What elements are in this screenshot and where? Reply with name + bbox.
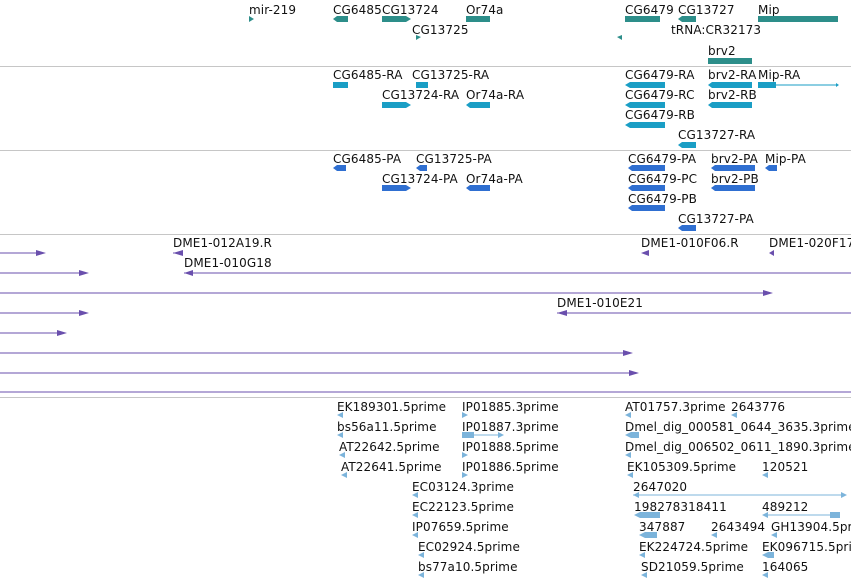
transcript-label[interactable]: CG6485-RA xyxy=(333,68,403,82)
est-label[interactable]: bs77a10.5prime xyxy=(418,560,518,574)
transcript-label[interactable]: Or74a-RA xyxy=(466,88,525,102)
protein-label[interactable]: CG6485-PA xyxy=(333,152,402,166)
est-label[interactable]: 120521 xyxy=(762,460,809,474)
gene-label[interactable]: mir-219 xyxy=(249,3,297,17)
est-label[interactable]: 2647020 xyxy=(633,480,688,494)
est-label[interactable]: IP07659.5prime xyxy=(412,520,509,534)
bac-clone-label[interactable]: DME1-012A19.R xyxy=(173,236,272,250)
track-divider xyxy=(0,234,851,235)
bac-clone-label[interactable]: DME1-010G18 xyxy=(184,256,272,270)
gene-label[interactable]: CG6485 xyxy=(333,3,382,17)
transcript-track: CG6485-RA CG13725-RA CG6479-RA brv2-RA M… xyxy=(0,67,851,150)
bac-clone-track: DME1-012A19.R DME1-010F06.R DME1-020F17 … xyxy=(0,235,851,395)
gene-label[interactable]: Mip xyxy=(758,3,780,17)
protein-label[interactable]: CG13724-PA xyxy=(382,172,458,186)
est-label[interactable]: IP01886.5prime xyxy=(462,460,559,474)
bac-clone-glyphs[interactable] xyxy=(0,235,851,395)
transcript-label[interactable]: CG6479-RC xyxy=(625,88,695,102)
est-label[interactable]: AT01757.3prime xyxy=(625,400,726,414)
transcript-label[interactable]: brv2-RA xyxy=(708,68,757,82)
est-label[interactable]: IP01885.3prime xyxy=(462,400,559,414)
protein-label[interactable]: Or74a-PA xyxy=(466,172,523,186)
gene-label[interactable]: brv2 xyxy=(708,44,736,58)
track-divider xyxy=(0,150,851,151)
gene-label[interactable]: CG6479 xyxy=(625,3,674,17)
protein-label[interactable]: CG6479-PA xyxy=(628,152,697,166)
protein-label[interactable]: CG13725-PA xyxy=(416,152,492,166)
est-label[interactable]: SD21059.5prime xyxy=(641,560,744,574)
est-label[interactable]: 198278318411 xyxy=(634,500,727,514)
protein-label[interactable]: CG6479-PB xyxy=(628,192,697,206)
protein-glyphs[interactable] xyxy=(0,151,851,234)
gene-glyphs[interactable] xyxy=(0,0,851,66)
protein-label[interactable]: brv2-PA xyxy=(711,152,758,166)
est-label[interactable]: 489212 xyxy=(762,500,809,514)
transcript-label[interactable]: CG13724-RA xyxy=(382,88,460,102)
transcript-label[interactable]: CG13727-RA xyxy=(678,128,756,142)
gene-track: mir-219 CG6485 CG13724 Or74a CG6479 CG13… xyxy=(0,0,851,66)
est-label[interactable]: EC22123.5prime xyxy=(412,500,514,514)
transcript-label[interactable]: Mip-RA xyxy=(758,68,801,82)
est-label[interactable]: 347887 xyxy=(639,520,686,534)
protein-track: CG6485-PA CG13725-PA CG6479-PA brv2-PA M… xyxy=(0,151,851,234)
transcript-label[interactable]: CG6479-RB xyxy=(625,108,696,122)
track-divider xyxy=(0,66,851,67)
est-label[interactable]: EK096715.5prime xyxy=(762,540,851,554)
transcript-glyphs[interactable] xyxy=(0,67,851,150)
est-label[interactable]: 2643776 xyxy=(731,400,786,414)
bac-clone-label[interactable]: DME1-020F17 xyxy=(769,236,851,250)
est-track: EK189301.5prime IP01885.3prime AT01757.3… xyxy=(0,398,851,582)
est-label[interactable]: GH13904.5prime xyxy=(771,520,851,534)
est-label[interactable]: AT22642.5prime xyxy=(339,440,440,454)
protein-label[interactable]: brv2-PB xyxy=(711,172,759,186)
est-label[interactable]: AT22641.5prime xyxy=(341,460,442,474)
est-label[interactable]: EK224724.5prime xyxy=(639,540,749,554)
est-label[interactable]: bs56a11.5prime xyxy=(337,420,437,434)
est-label[interactable]: 2643494 xyxy=(711,520,766,534)
protein-label[interactable]: CG6479-PC xyxy=(628,172,698,186)
transcript-label[interactable]: CG13725-RA xyxy=(412,68,490,82)
est-glyphs[interactable] xyxy=(0,398,851,582)
bac-clone-label[interactable]: DME1-010E21 xyxy=(557,296,643,310)
gene-label[interactable]: CG13724 xyxy=(382,3,439,17)
gene-label[interactable]: CG13727 xyxy=(678,3,735,17)
gene-label[interactable]: Or74a xyxy=(466,3,504,17)
est-label[interactable]: IP01887.3prime xyxy=(462,420,559,434)
est-label[interactable]: IP01888.5prime xyxy=(462,440,559,454)
est-label[interactable]: 164065 xyxy=(762,560,809,574)
est-label[interactable]: Dmel_dig_000581_0644_3635.3prime xyxy=(625,420,851,434)
transcript-label[interactable]: CG6479-RA xyxy=(625,68,695,82)
gene-label[interactable]: CG13725 xyxy=(412,23,469,37)
gene-label[interactable]: tRNA:CR32173 xyxy=(671,23,762,37)
est-label[interactable]: EK105309.5prime xyxy=(627,460,737,474)
track-divider xyxy=(0,397,851,398)
est-label[interactable]: EC02924.5prime xyxy=(418,540,520,554)
est-label[interactable]: EC03124.3prime xyxy=(412,480,514,494)
transcript-label[interactable]: brv2-RB xyxy=(708,88,757,102)
protein-label[interactable]: Mip-PA xyxy=(765,152,806,166)
est-label[interactable]: Dmel_dig_006502_0611_1890.3prime xyxy=(625,440,851,454)
protein-label[interactable]: CG13727-PA xyxy=(678,212,754,226)
bac-clone-label[interactable]: DME1-010F06.R xyxy=(641,236,739,250)
est-label[interactable]: EK189301.5prime xyxy=(337,400,447,414)
